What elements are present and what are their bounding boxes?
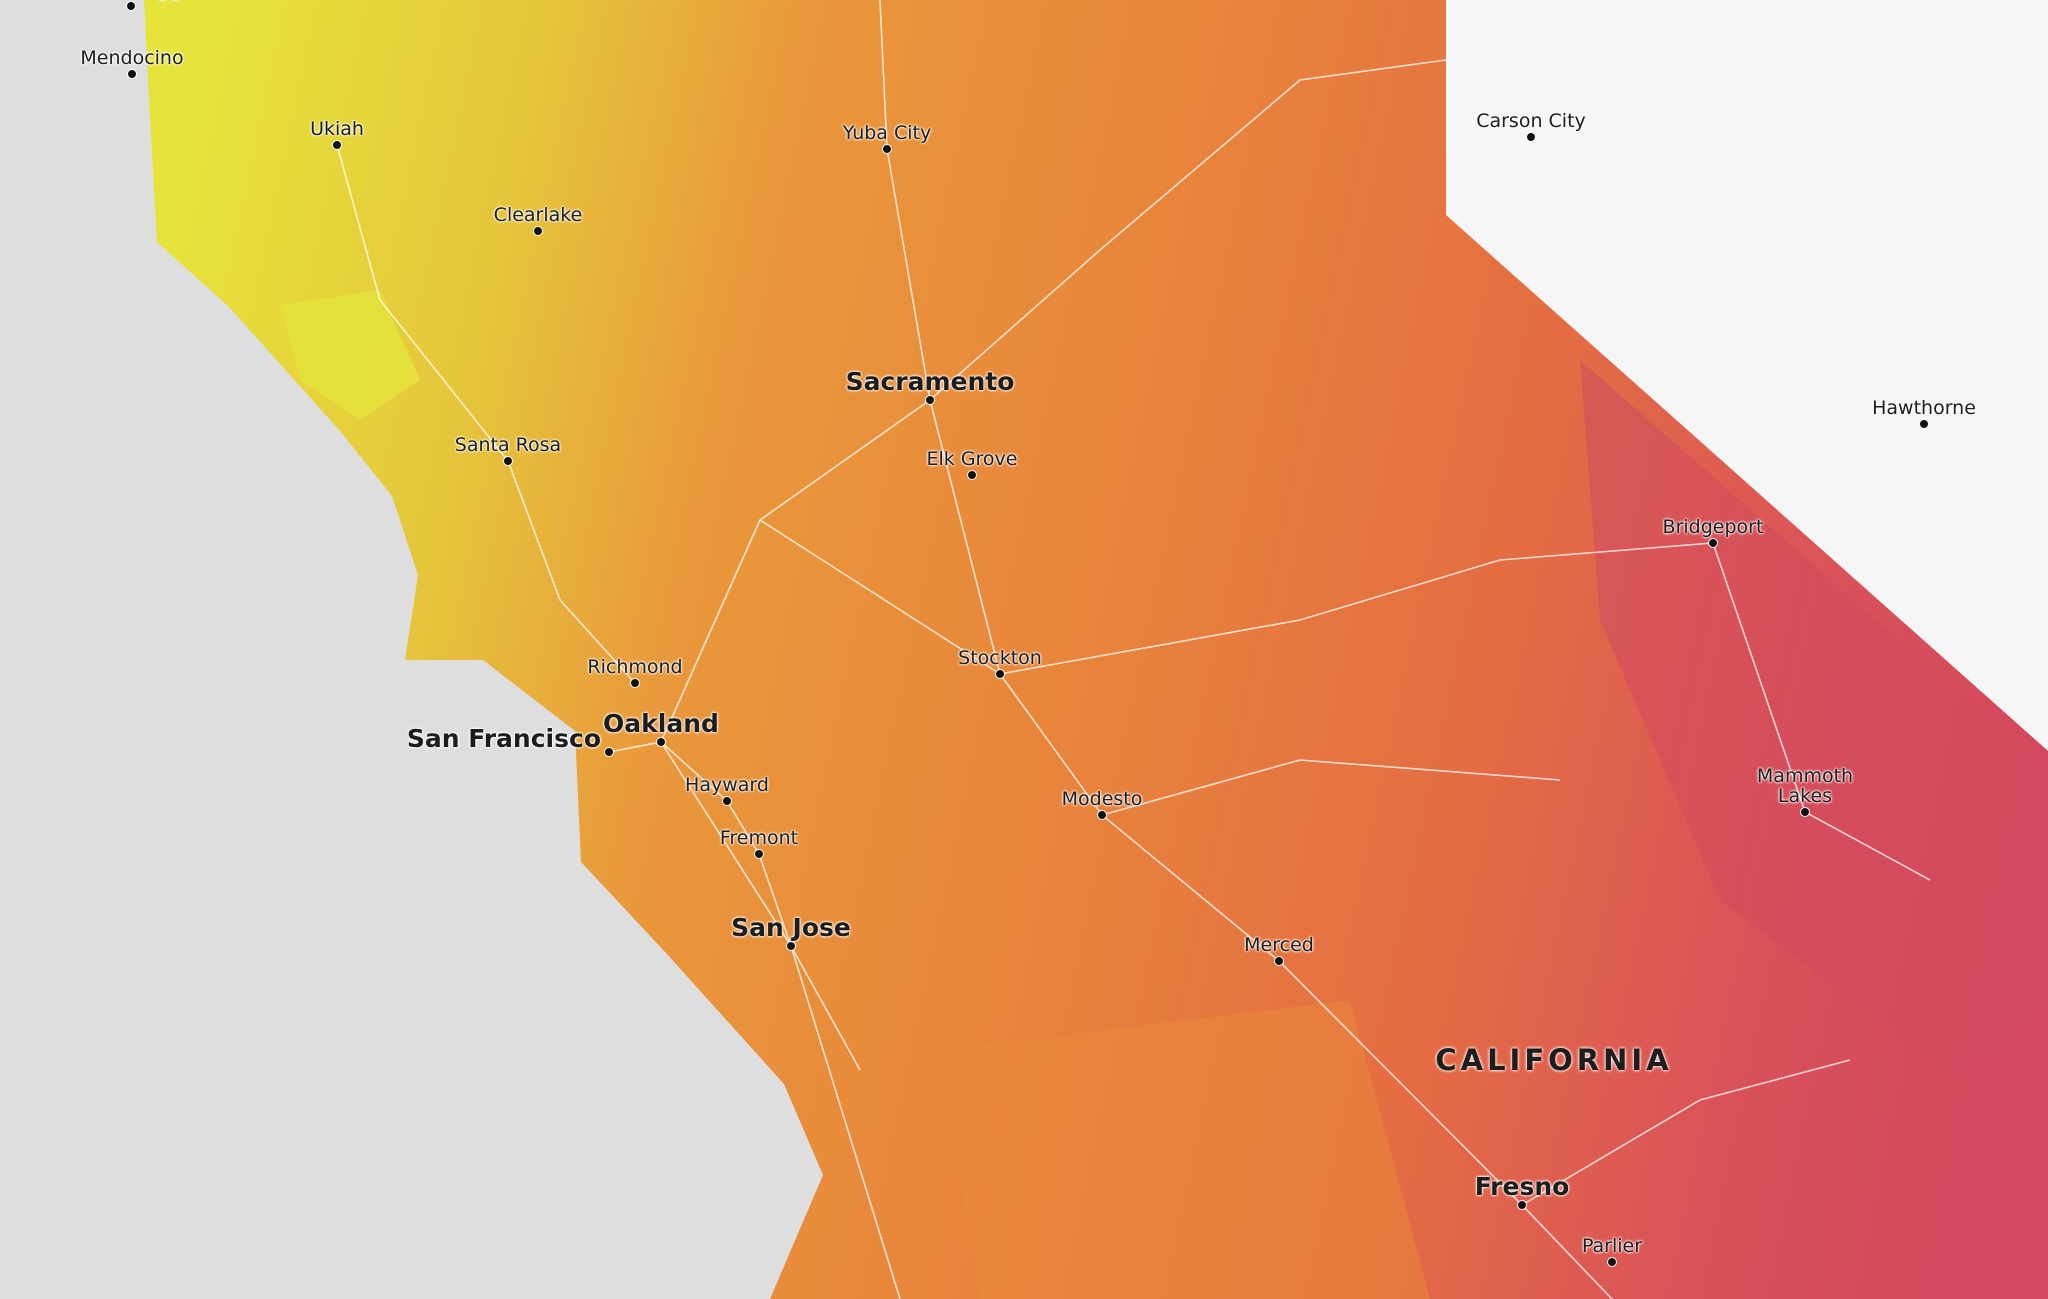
place-dot xyxy=(754,849,764,859)
place-label: Clearlake xyxy=(493,204,583,227)
place-label: San Francisco xyxy=(406,723,601,753)
place-dot xyxy=(1919,419,1929,429)
place-dot xyxy=(126,1,136,11)
place-dot xyxy=(967,470,977,480)
place-label: Richmond xyxy=(587,656,683,679)
place-label: Hawthorne xyxy=(1872,397,1976,420)
zone xyxy=(1580,360,2048,1080)
place-label: Santa Rosa xyxy=(454,434,562,457)
region-label: CALIFORNIA xyxy=(1435,1043,1673,1077)
nevada xyxy=(1446,0,2048,751)
zone xyxy=(940,1000,1430,1299)
place-label: San Jose xyxy=(731,912,851,942)
place-dot xyxy=(882,144,892,154)
place-label: Ukiah xyxy=(310,118,364,141)
place-dot xyxy=(604,747,614,757)
place-label: Fort Bragg xyxy=(81,0,181,1)
place-label: Modesto xyxy=(1061,788,1143,811)
place-label: Mendocino xyxy=(80,47,184,70)
place-label: Hayward xyxy=(685,774,769,797)
place-dot xyxy=(786,941,796,951)
place-dot xyxy=(332,140,342,150)
place-dot xyxy=(503,456,513,466)
place-dot xyxy=(630,678,640,688)
place-label: Parlier xyxy=(1581,1235,1643,1258)
place-label: Bridgeport xyxy=(1662,516,1764,539)
place-dot xyxy=(1800,807,1810,817)
place-label: Yuba City xyxy=(842,122,932,145)
place-label: Mammoth Lakes xyxy=(1756,765,1854,808)
place-dot xyxy=(1274,956,1284,966)
place-dot xyxy=(995,669,1005,679)
place-label: Elk Grove xyxy=(926,448,1018,471)
place-label: Stockton xyxy=(958,647,1042,670)
place-dot xyxy=(722,796,732,806)
zone xyxy=(280,290,420,420)
place-label: Carson City xyxy=(1476,110,1586,133)
place-dot xyxy=(1097,810,1107,820)
place-label: Oakland xyxy=(603,708,719,738)
place-label: Merced xyxy=(1244,934,1314,957)
place-dot xyxy=(1607,1257,1617,1267)
california xyxy=(144,0,2048,1299)
place-dot xyxy=(1526,132,1536,142)
place-label: Fresno xyxy=(1474,1171,1570,1201)
place-dot xyxy=(1517,1200,1527,1210)
place-label: Sacramento xyxy=(845,366,1015,396)
place-dot xyxy=(925,395,935,405)
place-dot xyxy=(656,737,666,747)
place-dot xyxy=(533,226,543,236)
place-label: Fremont xyxy=(719,827,799,850)
place-dot xyxy=(127,69,137,79)
place-dot xyxy=(1708,538,1718,548)
